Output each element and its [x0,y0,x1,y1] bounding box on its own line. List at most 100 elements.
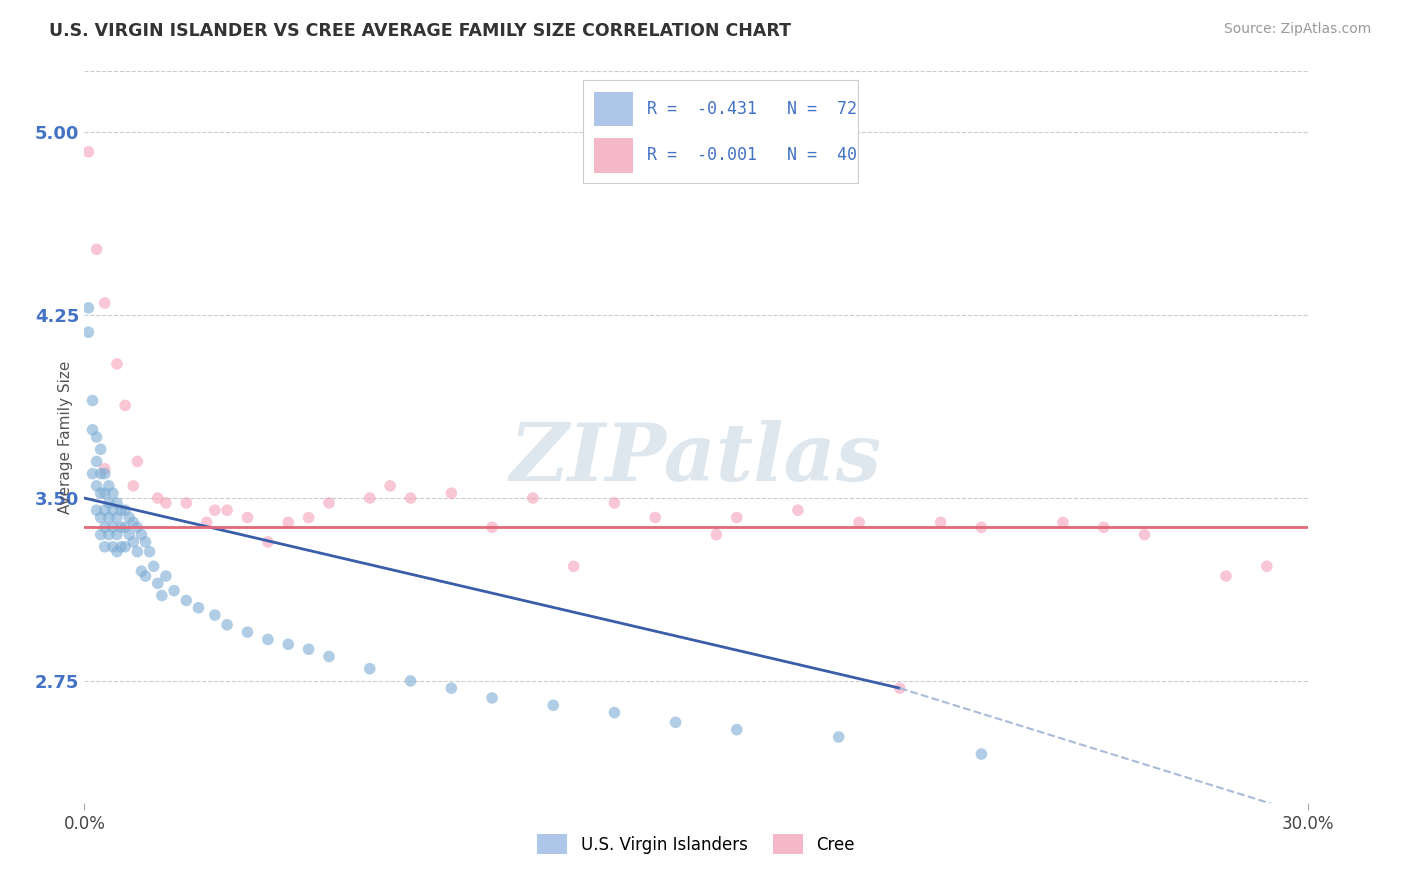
Text: R =  -0.001   N =  40: R = -0.001 N = 40 [647,146,856,164]
Point [93,540,115,554]
Text: R =  -0.431   N =  72: R = -0.431 N = 72 [647,100,856,118]
Point [603,706,626,720]
Point [298,642,321,657]
Y-axis label: Average Family Size: Average Family Size [58,360,73,514]
Point [277,637,299,651]
Point [174,593,197,607]
Point [204,503,226,517]
Point [787,503,810,517]
Point [359,662,381,676]
Point [204,608,226,623]
Point [77,301,100,315]
Point [114,503,136,517]
Point [399,491,422,505]
Point [138,544,160,558]
Point [127,454,149,468]
Point [236,625,259,640]
Point [889,681,911,696]
Point [114,540,136,554]
Point [277,516,299,530]
Text: Source: ZipAtlas.com: Source: ZipAtlas.com [1223,22,1371,37]
Point [970,520,993,534]
Point [135,569,157,583]
Point [97,496,120,510]
Point [82,393,104,408]
Point [1092,520,1115,534]
Point [90,442,112,457]
Point [562,559,585,574]
Point [725,510,748,524]
Point [380,479,402,493]
Point [1133,527,1156,541]
Point [155,569,177,583]
Point [399,673,422,688]
Point [93,467,115,481]
Point [110,540,132,554]
Bar [595,137,633,173]
Point [187,600,209,615]
Point [150,589,173,603]
Point [105,357,128,371]
Point [318,496,340,510]
Point [217,503,239,517]
Point [90,510,112,524]
Point [82,467,104,481]
Point [90,527,112,541]
Point [101,486,124,500]
Point [77,325,100,339]
Point [122,516,145,530]
Point [101,503,124,517]
Point [90,486,112,500]
Point [122,479,145,493]
Point [217,617,239,632]
Point [105,510,128,524]
Point [174,496,197,510]
Point [848,516,870,530]
Point [90,467,112,481]
Point [114,398,136,412]
Point [97,527,120,541]
Point [105,544,128,558]
Point [155,496,177,510]
Point [359,491,381,505]
Point [110,503,132,517]
Point [828,730,851,744]
Point [93,503,115,517]
Point [644,510,666,524]
Point [1052,516,1074,530]
Point [257,632,280,647]
Point [146,491,169,505]
Point [481,690,503,705]
Point [86,479,108,493]
Point [105,527,128,541]
Point [195,516,218,530]
Point [440,486,463,500]
Point [82,423,104,437]
Point [93,520,115,534]
Point [706,527,728,541]
Point [440,681,463,696]
Point [146,576,169,591]
Point [118,527,141,541]
Point [86,503,108,517]
Point [122,535,145,549]
Text: U.S. VIRGIN ISLANDER VS CREE AVERAGE FAMILY SIZE CORRELATION CHART: U.S. VIRGIN ISLANDER VS CREE AVERAGE FAM… [49,22,792,40]
Point [127,544,149,558]
Point [318,649,340,664]
Point [131,527,153,541]
Point [86,454,108,468]
Point [118,510,141,524]
Point [131,564,153,578]
Point [543,698,565,713]
Point [77,145,100,159]
Point [257,535,280,549]
Point [298,510,321,524]
Point [1215,569,1237,583]
Point [135,535,157,549]
Point [142,559,165,574]
Point [110,520,132,534]
Point [93,462,115,476]
Point [101,540,124,554]
Point [114,520,136,534]
Point [665,715,688,730]
